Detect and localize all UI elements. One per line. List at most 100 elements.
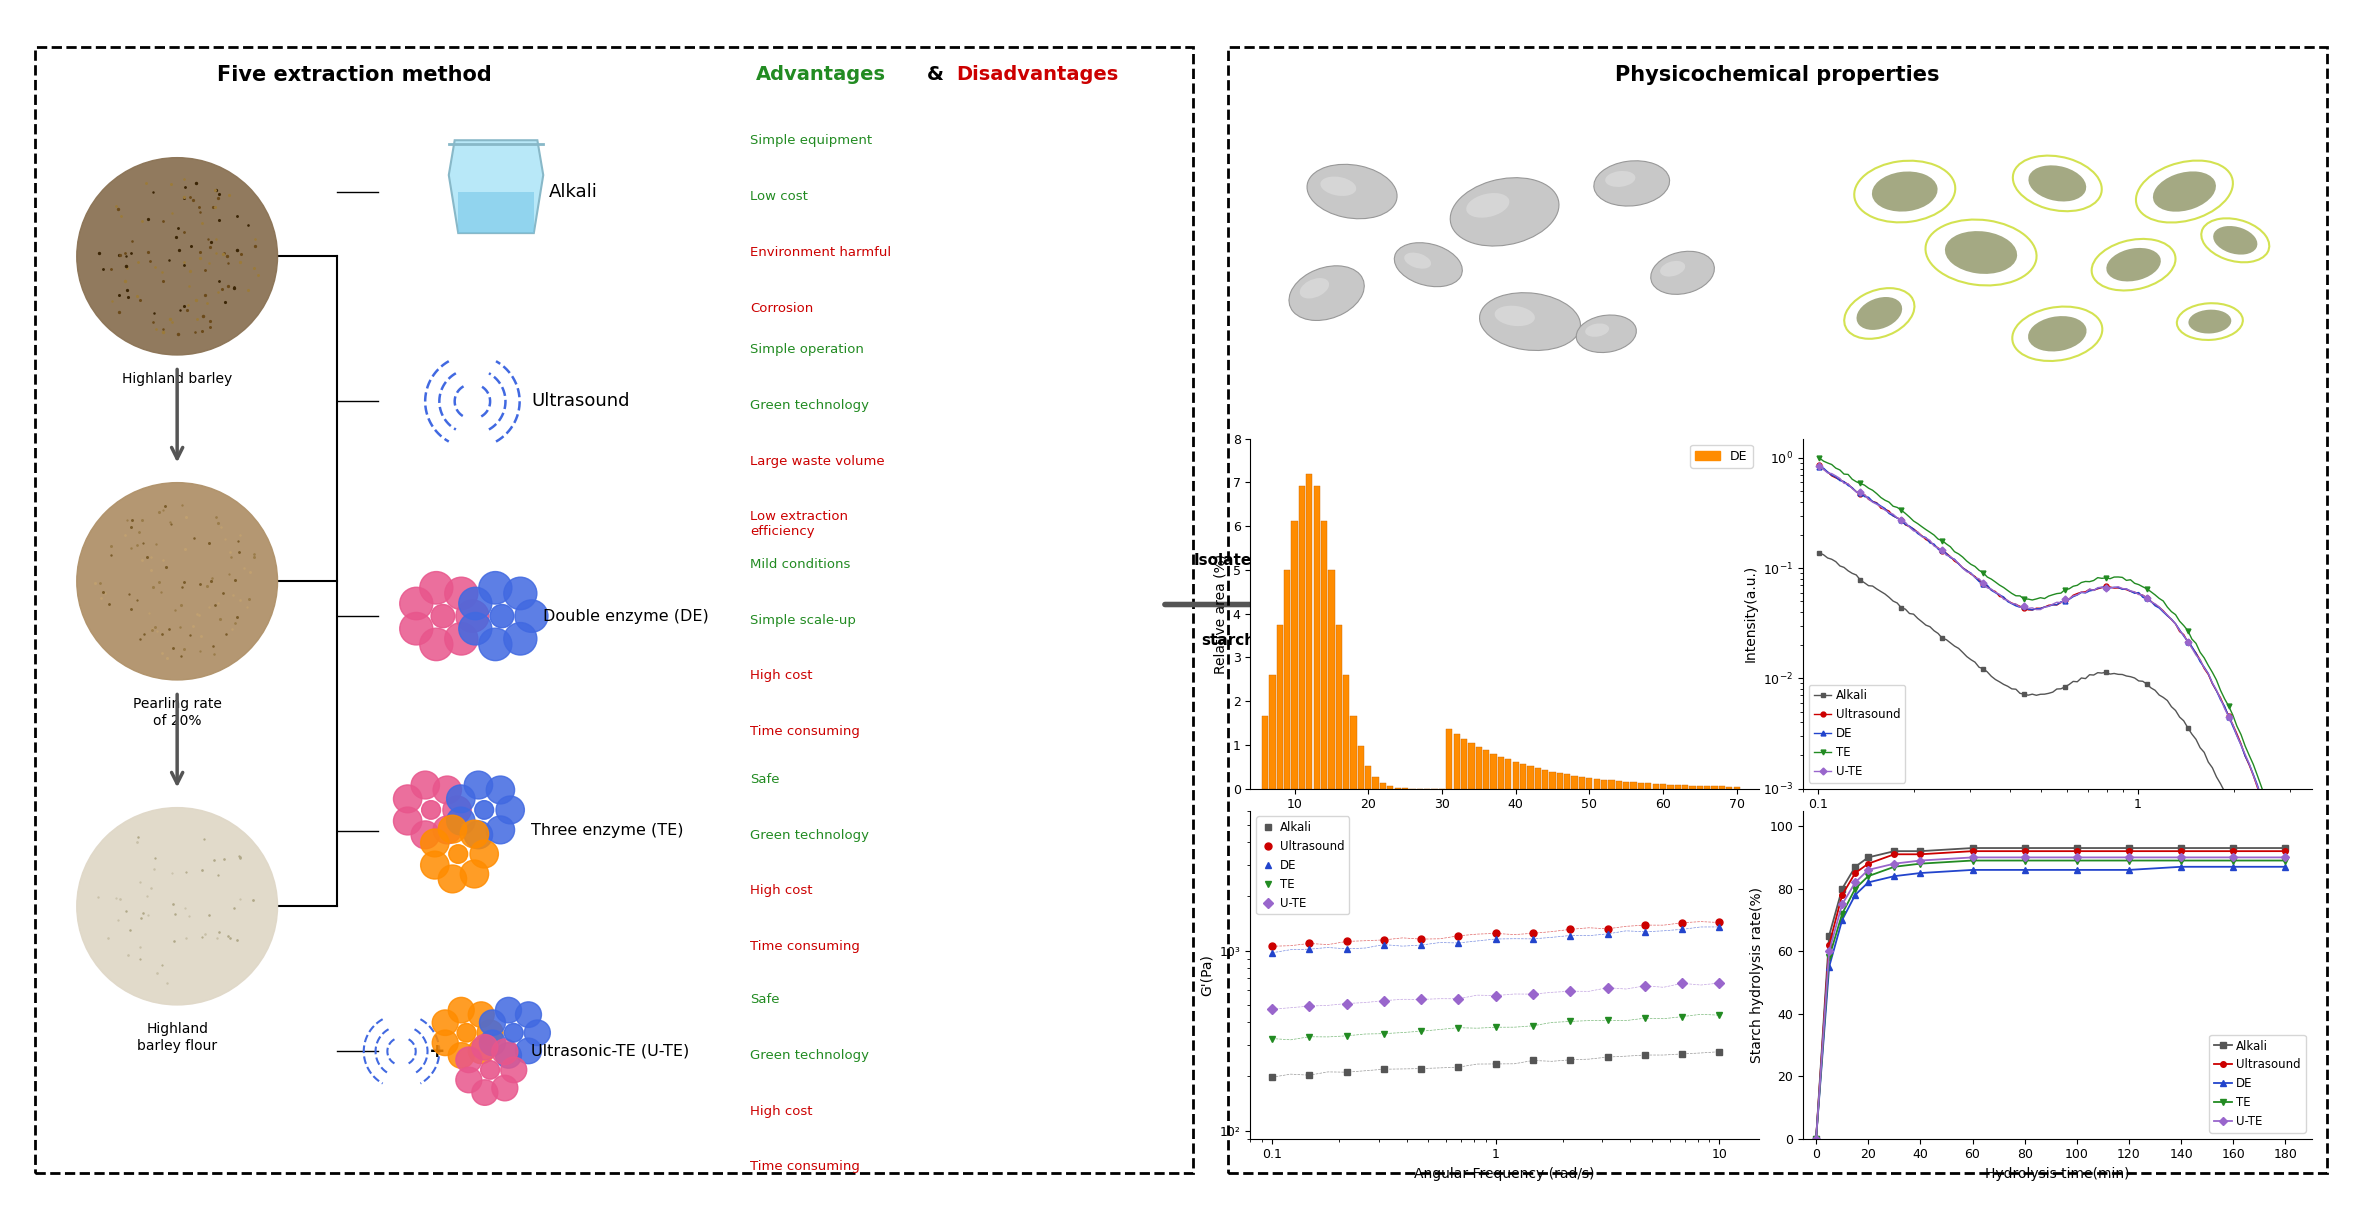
TE: [2272, 854, 2301, 868]
U-TE: [1575, 984, 1604, 999]
TE: [1840, 881, 1868, 896]
Circle shape: [76, 482, 279, 679]
U-TE: [1370, 994, 1398, 1008]
Bar: [1734, 787, 1741, 788]
Bar: [1278, 625, 1283, 788]
TE: [1906, 856, 1934, 870]
DE: [1500, 931, 1528, 945]
TE: [2062, 854, 2090, 868]
U-TE: [1630, 978, 1658, 993]
Ultrasound: [1332, 935, 1361, 949]
Bar: [1344, 675, 1349, 788]
Bar: [1727, 787, 1731, 788]
Bar: [1268, 675, 1275, 788]
U-TE: [1443, 991, 1472, 1006]
Bar: [1675, 785, 1682, 788]
Ultrasound: [1802, 1132, 1831, 1146]
U-TE: [2199, 676, 2227, 690]
Ultrasound: [1594, 921, 1623, 936]
U-TE: [1802, 1132, 1831, 1146]
Circle shape: [472, 1080, 498, 1105]
U-TE: [1259, 1002, 1287, 1017]
U-TE: [1389, 993, 1417, 1007]
Circle shape: [432, 1010, 458, 1035]
Text: Advantages: Advantages: [756, 65, 886, 83]
Line: U-TE: U-TE: [1814, 855, 2289, 1141]
Bar: [1587, 777, 1592, 788]
Circle shape: [501, 1057, 527, 1083]
Alkali: [2185, 740, 2213, 754]
Circle shape: [423, 800, 439, 820]
Circle shape: [444, 796, 472, 823]
TE: [2277, 861, 2305, 875]
Legend: Alkali, Ultrasound, DE, TE, U-TE: Alkali, Ultrasound, DE, TE, U-TE: [2208, 1035, 2305, 1133]
Circle shape: [439, 864, 468, 893]
Text: Simple equipment: Simple equipment: [751, 134, 872, 147]
Circle shape: [411, 771, 439, 799]
Bar: [1653, 783, 1658, 788]
DE: [2062, 863, 2090, 878]
DE: [2220, 860, 2249, 874]
Circle shape: [524, 1020, 550, 1046]
U-TE: [1538, 985, 1566, 1000]
Alkali: [2114, 840, 2142, 855]
Text: High cost: High cost: [751, 1105, 813, 1118]
Alkali: [2199, 760, 2227, 775]
Text: Time consuming: Time consuming: [751, 1161, 860, 1174]
Bar: [1564, 775, 1571, 788]
Bar: [1292, 521, 1297, 788]
U-TE: [2277, 870, 2305, 885]
Bar: [1261, 716, 1268, 788]
U-TE: [1557, 984, 1585, 999]
Ultrasound: [1351, 933, 1379, 948]
DE: [1538, 930, 1566, 944]
Text: Physicochemical properties: Physicochemical properties: [1616, 65, 1939, 85]
Ultrasound: [1805, 458, 1833, 473]
Circle shape: [503, 577, 536, 609]
DE: [2093, 579, 2121, 594]
Text: Large waste volume: Large waste volume: [751, 455, 883, 468]
Bar: [1720, 787, 1724, 788]
Ultrasound: [1427, 931, 1455, 945]
DE: [1958, 863, 1986, 878]
Text: High cost: High cost: [751, 884, 813, 897]
Ellipse shape: [1857, 297, 1901, 330]
DE: [2239, 767, 2268, 781]
Alkali: [2093, 665, 2121, 679]
TE: [1814, 950, 1842, 965]
Ultrasound: [1389, 931, 1417, 945]
TE: [1481, 1020, 1509, 1035]
Ultrasound: [1443, 929, 1472, 943]
Circle shape: [515, 1002, 541, 1028]
Circle shape: [432, 816, 461, 844]
Bar: [1498, 757, 1505, 788]
Ultrasound: [1880, 848, 1908, 862]
Line: Alkali: Alkali: [1816, 550, 2294, 965]
Ultrasound: [2239, 768, 2268, 782]
U-TE: [1519, 987, 1547, 1001]
Ultrasound: [1906, 848, 1934, 862]
DE: [1313, 941, 1342, 955]
Text: Safe: Safe: [751, 994, 779, 1006]
Y-axis label: Starch hydrolysis rate(%): Starch hydrolysis rate(%): [1750, 886, 1764, 1063]
Ellipse shape: [1467, 193, 1509, 218]
TE: [2093, 571, 2121, 585]
Circle shape: [420, 829, 449, 857]
Alkali: [1351, 1064, 1379, 1078]
Circle shape: [420, 851, 449, 879]
DE: [1814, 960, 1842, 974]
Text: High cost: High cost: [751, 670, 813, 683]
U-TE: [2185, 653, 2213, 667]
Ultrasound: [1828, 887, 1857, 902]
U-TE: [1805, 458, 1833, 473]
TE: [1668, 1010, 1696, 1024]
Ellipse shape: [1479, 293, 1580, 351]
DE: [1443, 936, 1472, 950]
Alkali: [1594, 1049, 1623, 1064]
Alkali: [1557, 1053, 1585, 1068]
U-TE: [1965, 572, 1994, 586]
TE: [1880, 860, 1908, 874]
Circle shape: [432, 1030, 458, 1055]
Ultrasound: [1275, 938, 1304, 953]
DE: [1275, 942, 1304, 956]
